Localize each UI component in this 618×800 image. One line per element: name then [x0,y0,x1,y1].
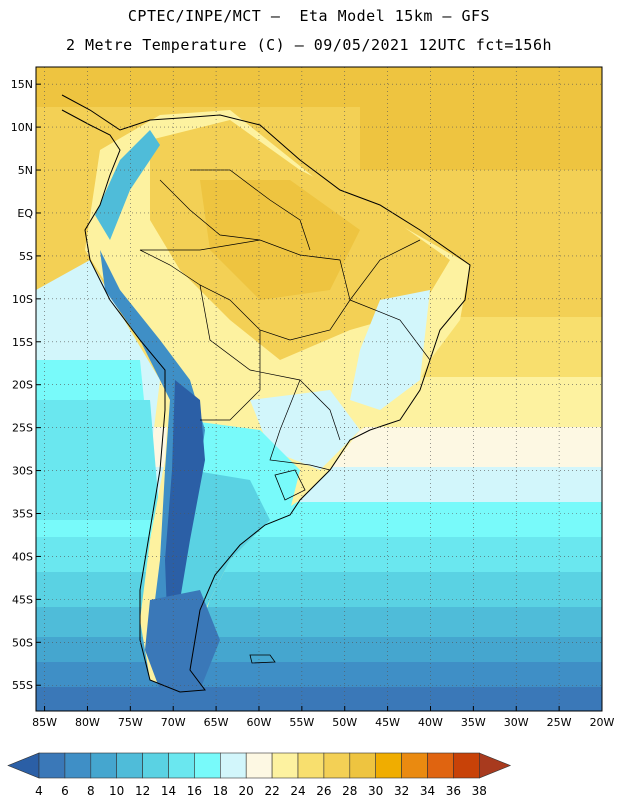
lat-label: 15N [11,78,33,91]
colorbar-segment [142,752,169,779]
colorbar-segment [375,752,402,779]
lon-label: 40W [418,716,443,729]
colorbar-segment [245,752,273,779]
lat-label: 10S [12,293,33,306]
lat-label: 15S [12,336,33,349]
colorbar-label: 14 [161,784,176,798]
colorbar-label: 30 [368,784,383,798]
lat-label: 45S [12,593,33,606]
lat-label: 10N [11,121,33,134]
lat-label: 30S [12,465,33,478]
colorbar-segment [271,752,299,779]
lat-label: 20S [12,379,33,392]
colorbar-label: 34 [420,784,435,798]
colorbar-segment [453,752,480,779]
lat-label: 5N [18,164,33,177]
colorbar-lower-arrow [7,752,40,779]
lon-label: 75W [118,716,143,729]
lon-label: 30W [504,716,529,729]
colorbar-segment [401,752,428,779]
colorbar-segment [64,752,92,779]
colorbar-segment [194,752,221,779]
colorbar-label: 10 [109,784,124,798]
colorbar-upper-arrow [478,752,512,779]
colorbar-label: 22 [264,784,279,798]
temperature-map: 15N 10N 5N EQ 5S 10S 15S 20S 25S 30S 35S 40S 45S 50S 5… [11,66,615,729]
longitude-labels: 85W 80W 75W 70W 65W 60W 55W 50W 45W 40W 35W 30W 25W 2… [32,716,614,729]
colorbar-segment [38,752,66,779]
colorbar-label: 20 [239,784,254,798]
lon-label: 85W [32,716,57,729]
colorbar-segment [427,752,454,779]
colorbar-label: 24 [290,784,305,798]
lon-label: 55W [289,716,314,729]
lat-label: 55S [12,679,33,692]
colorbar-label: 36 [446,784,461,798]
map-gridlines [36,67,603,711]
lon-label: 80W [75,716,100,729]
lon-label: 70W [161,716,186,729]
lat-label: EQ [17,207,33,220]
lon-label: 25W [547,716,572,729]
lat-label: 40S [12,550,33,563]
colorbar-segment [349,752,376,779]
colorbar-segment [220,752,247,779]
colorbar-label: 4 [35,784,43,798]
colorbar-label: 6 [61,784,69,798]
colorbar-label: 28 [342,784,357,798]
map-title-line-1: CPTEC/INPE/MCT – Eta Model 15km – GFS [127,7,491,25]
lat-label: 50S [12,636,33,649]
lat-label: 25S [12,422,33,435]
colorbar-segment [116,752,143,779]
lon-label: 20W [590,716,615,729]
colorbar-segment [323,752,351,779]
lon-label: 60W [247,716,272,729]
colorbar-label: 26 [316,784,331,798]
colorbar-segment [90,752,118,779]
colorbar-label: 16 [187,784,202,798]
temperature-colorbar: 4 6 8 10 12 14 16 18 20 22 24 26 28 30 32 34 36 38 [7,752,512,798]
lat-label: 5S [19,250,33,263]
colorbar-label: 18 [213,784,228,798]
colorbar-label: 32 [394,784,409,798]
latitude-labels: 15N 10N 5N EQ 5S 10S 15S 20S 25S 30S 35S 40S 45S 50S 5… [11,78,34,692]
lon-label: 35W [461,716,486,729]
colorbar-segment [297,752,325,779]
lon-label: 45W [375,716,400,729]
colorbar-label: 38 [472,784,487,798]
lat-label: 35S [12,508,33,521]
lon-label: 50W [332,716,357,729]
colorbar-label: 12 [135,784,150,798]
temperature-field [36,67,602,711]
map-title-line-2: 2 Metre Temperature (C) – 09/05/2021 12U… [65,36,553,54]
colorbar-segment [168,752,195,779]
map-frame [35,66,603,712]
colorbar-label: 8 [87,784,95,798]
lon-label: 65W [204,716,229,729]
